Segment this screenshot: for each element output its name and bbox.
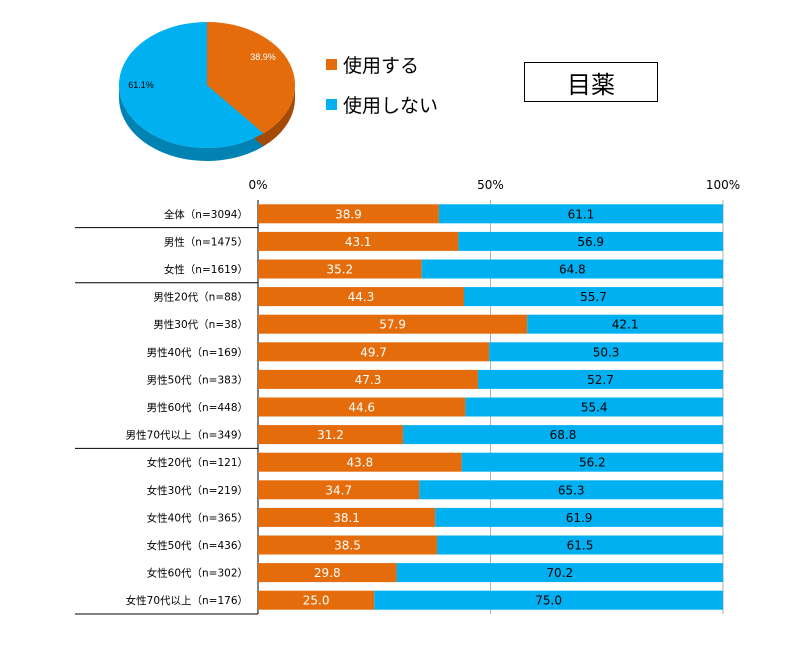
data-label-nouse: 50.3 bbox=[593, 345, 620, 359]
data-label-use: 35.2 bbox=[326, 263, 353, 277]
bar-segment-nouse bbox=[403, 425, 723, 445]
legend-swatch-nouse bbox=[326, 99, 337, 110]
legend-label-use: 使用する bbox=[343, 55, 420, 77]
data-label-use: 34.7 bbox=[325, 483, 352, 497]
category-label: 女性30代（n=219） bbox=[147, 484, 248, 497]
data-label-nouse: 56.2 bbox=[579, 456, 606, 470]
bar-segment-use bbox=[258, 397, 466, 417]
bar-segment-use bbox=[258, 507, 436, 527]
bar-segment-nouse bbox=[421, 259, 723, 279]
data-label-nouse: 52.7 bbox=[587, 373, 614, 387]
bar-segment-use bbox=[258, 342, 490, 362]
bar-segment-use bbox=[258, 314, 528, 334]
data-label-use: 31.2 bbox=[317, 428, 344, 442]
category-label: 女性40代（n=365） bbox=[147, 511, 248, 524]
legend-label-nouse: 使用しない bbox=[343, 95, 439, 117]
data-label-use: 57.9 bbox=[379, 318, 406, 332]
bar-segment-nouse bbox=[437, 535, 723, 555]
data-label-use: 38.1 bbox=[333, 511, 360, 525]
data-label-nouse: 65.3 bbox=[558, 483, 585, 497]
pie-chart: 38.9% 61.1% bbox=[119, 22, 295, 161]
category-label: 男性40代（n=169） bbox=[147, 346, 248, 359]
pie-slice-use bbox=[207, 22, 295, 134]
bar-segment-nouse bbox=[461, 452, 723, 472]
data-label-use: 47.3 bbox=[355, 373, 382, 387]
legend-swatch-use bbox=[326, 59, 337, 70]
x-tick-label: 100% bbox=[706, 178, 740, 192]
x-tick-label: 0% bbox=[248, 178, 267, 192]
pie-label-nouse: 61.1% bbox=[128, 80, 154, 90]
data-label-nouse: 42.1 bbox=[612, 318, 639, 332]
data-label-nouse: 56.9 bbox=[577, 235, 604, 249]
data-label-use: 43.1 bbox=[345, 235, 372, 249]
bar-segment-nouse bbox=[465, 397, 723, 417]
bar-segment-nouse bbox=[463, 287, 723, 307]
bar-segment-use bbox=[258, 563, 397, 583]
bar-segment-use bbox=[258, 590, 375, 610]
data-label-nouse: 68.8 bbox=[550, 428, 577, 442]
data-label-use: 44.6 bbox=[348, 401, 375, 415]
bar-segment-nouse bbox=[527, 314, 723, 334]
category-label: 男性70代以上（n=349） bbox=[126, 429, 248, 442]
legend-item-nouse: 使用しない bbox=[326, 91, 438, 118]
category-label: 男性20代（n=88） bbox=[153, 291, 248, 304]
chart-title: 目薬 bbox=[524, 62, 658, 102]
data-label-nouse: 61.1 bbox=[568, 207, 595, 221]
category-label: 男性50代（n=383） bbox=[147, 373, 248, 386]
bar-segment-use bbox=[258, 369, 478, 389]
bar-segment-use bbox=[258, 287, 464, 307]
data-label-nouse: 55.4 bbox=[581, 401, 608, 415]
category-label: 全体（n=3094） bbox=[164, 208, 248, 221]
bar-segment-use bbox=[258, 231, 459, 251]
category-label: 女性60代（n=302） bbox=[147, 567, 248, 580]
category-label: 女性（n=1619） bbox=[164, 263, 248, 276]
data-label-use: 43.8 bbox=[346, 456, 373, 470]
bar-segment-nouse bbox=[477, 369, 723, 389]
category-label: 女性70代以上（n=176） bbox=[126, 594, 248, 607]
data-label-use: 38.5 bbox=[334, 539, 361, 553]
pie-slice-nouse bbox=[119, 22, 264, 148]
bar-segment-use bbox=[258, 535, 438, 555]
bar-segment-use bbox=[258, 452, 462, 472]
data-label-use: 44.3 bbox=[348, 290, 375, 304]
data-label-use: 38.9 bbox=[335, 207, 362, 221]
bar-segment-use bbox=[258, 204, 439, 224]
data-label-nouse: 61.9 bbox=[566, 511, 593, 525]
data-label-nouse: 61.5 bbox=[567, 539, 594, 553]
data-label-use: 29.8 bbox=[314, 566, 341, 580]
bar-segment-nouse bbox=[396, 563, 723, 583]
bar-segment-nouse bbox=[374, 590, 723, 610]
category-label: 女性20代（n=121） bbox=[147, 456, 248, 469]
legend-item-use: 使用する bbox=[326, 51, 419, 78]
pie-label-use: 38.9% bbox=[250, 52, 276, 62]
x-tick-label: 50% bbox=[477, 178, 504, 192]
bar-segment-nouse bbox=[435, 507, 723, 527]
bar-segment-use bbox=[258, 425, 404, 445]
data-label-use: 25.0 bbox=[303, 594, 330, 608]
data-label-nouse: 70.2 bbox=[546, 566, 573, 580]
pie-side-nouse bbox=[119, 85, 264, 161]
data-label-use: 49.7 bbox=[360, 345, 387, 359]
pie-side-use bbox=[263, 85, 295, 147]
data-label-nouse: 75.0 bbox=[535, 594, 562, 608]
bar-segment-nouse bbox=[419, 480, 723, 500]
bar-segment-use bbox=[258, 259, 422, 279]
category-label: 女性50代（n=436） bbox=[147, 539, 248, 552]
bar-segment-nouse bbox=[489, 342, 723, 362]
category-label: 男性30代（n=38） bbox=[153, 318, 248, 331]
bar-segment-nouse bbox=[458, 231, 723, 251]
data-label-nouse: 55.7 bbox=[580, 290, 607, 304]
bar-segment-nouse bbox=[438, 204, 723, 224]
category-label: 男性（n=1475） bbox=[164, 235, 248, 248]
data-label-nouse: 64.8 bbox=[559, 263, 586, 277]
category-label: 男性60代（n=448） bbox=[147, 401, 248, 414]
bar-segment-use bbox=[258, 480, 420, 500]
